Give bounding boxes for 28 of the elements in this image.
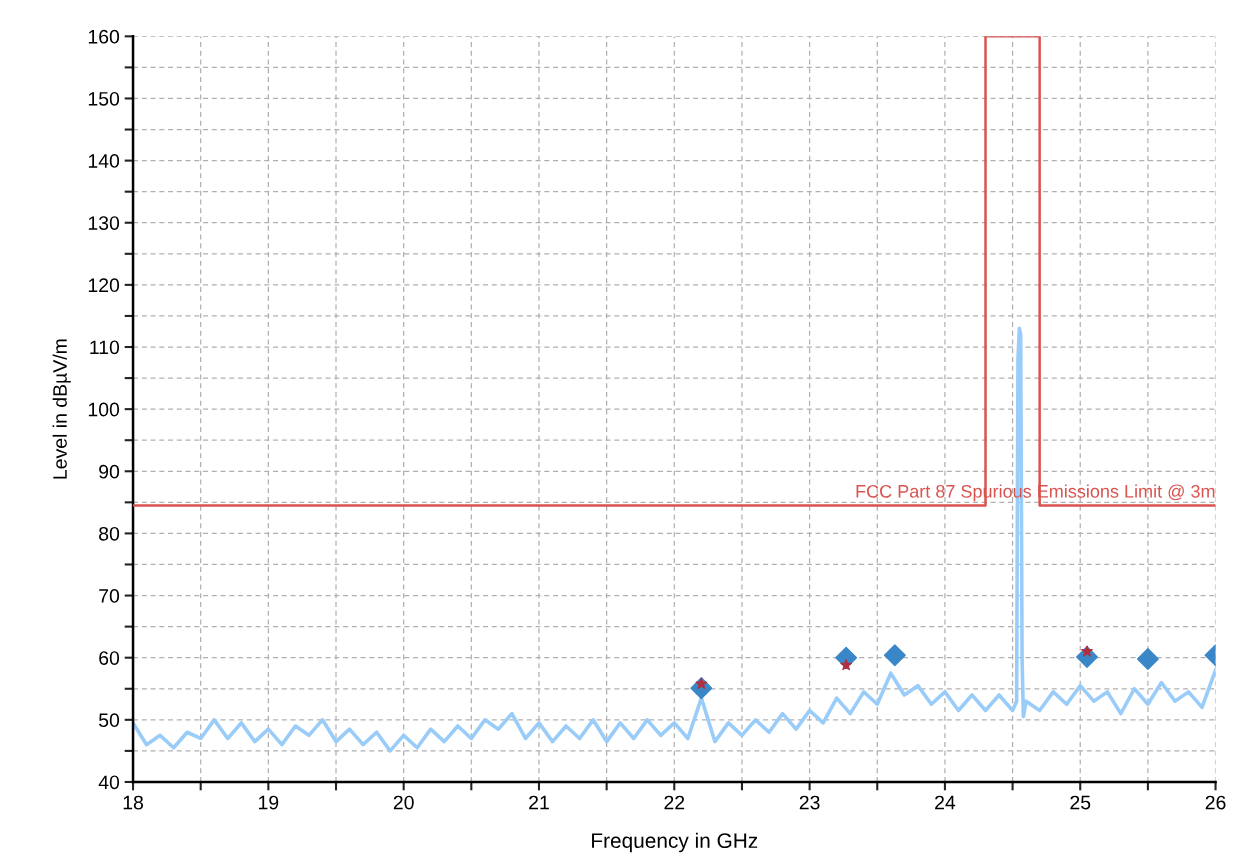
x-tick-label: 20	[393, 795, 414, 810]
y-tick-label: 150	[88, 91, 120, 106]
x-axis-title: Frequency in GHz	[592, 832, 758, 853]
line-series	[133, 326, 1216, 753]
point	[840, 659, 852, 671]
x-tick-label: 19	[259, 795, 279, 810]
y-tick-label: 70	[99, 589, 120, 603]
y-tick-label: 90	[99, 464, 120, 479]
x-tick-label: 24	[935, 795, 956, 810]
y-tick-label: 140	[88, 154, 120, 168]
x-tick-label: 25	[1070, 795, 1091, 810]
x-tick-label: 18	[123, 795, 144, 810]
y-tick-label: 120	[88, 278, 120, 293]
y-tick-label: 40	[98, 775, 120, 790]
y-tick-label: 130	[88, 216, 120, 230]
y-tick-label: 60	[99, 651, 120, 665]
x-tick-label: 23	[799, 795, 820, 810]
point	[1136, 647, 1159, 670]
y-axis-title: Level in dBµV/m	[52, 339, 71, 479]
y-tick-label: 80	[99, 526, 120, 541]
y-tick-label: 50	[98, 713, 120, 728]
y-tick-label: 110	[90, 340, 120, 355]
point	[883, 644, 906, 667]
y-tick-label: 160	[88, 29, 120, 44]
x-tick-label: 21	[529, 795, 549, 810]
x-tick-label: 22	[664, 795, 685, 810]
y-tick-label: 100	[88, 402, 120, 417]
x-tick-label: 26	[1205, 795, 1226, 810]
